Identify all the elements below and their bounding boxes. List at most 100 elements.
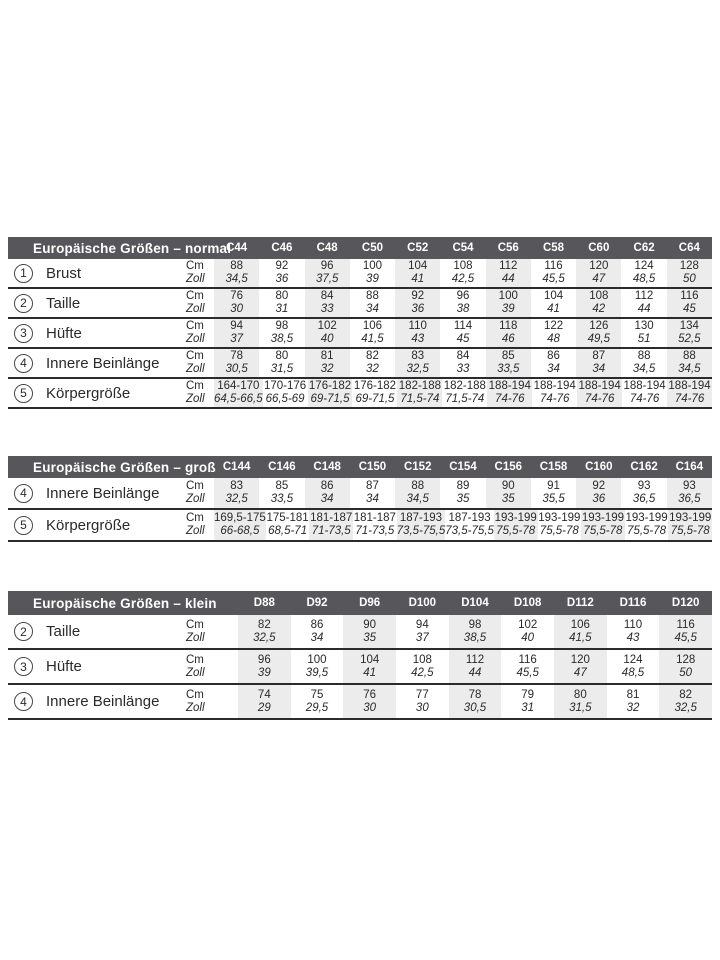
zoll-value: 75,5-78 <box>670 525 710 537</box>
cm-value: 116 <box>544 260 563 272</box>
cm-value: 182-188 <box>398 380 441 392</box>
zoll-value: 44 <box>637 303 651 315</box>
column-header: C144 <box>222 461 251 473</box>
zoll-value: 31 <box>275 303 289 315</box>
zoll-value: 43 <box>626 631 640 644</box>
zoll-value: 51 <box>637 333 651 345</box>
cm-value: 78 <box>468 688 482 701</box>
data-cell: 82 32 <box>350 349 395 377</box>
cm-value: 193-199 <box>669 512 712 524</box>
data-cell: 86 34 <box>531 349 576 377</box>
row-number-badge: 5 <box>14 515 33 535</box>
column-header: D96 <box>359 597 381 609</box>
zoll-value: 74-76 <box>674 393 705 405</box>
zoll-value: 46 <box>501 333 515 345</box>
data-cell: 193-199 75,5-78 <box>668 510 712 540</box>
data-cell: 83 32,5 <box>395 349 441 377</box>
zoll-value: 48 <box>547 333 560 345</box>
table-row: 1 Brust Cm Zoll 88 34,5 92 36 96 37,5 100 39 104 41 10… <box>8 259 712 289</box>
data-cell: 116 45,5 <box>531 259 576 287</box>
row-number-badge: 3 <box>14 657 33 676</box>
column-header: C58 <box>542 242 565 254</box>
column-header: D116 <box>619 597 647 609</box>
cm-value: 187-193 <box>399 512 443 524</box>
zoll-value: 30 <box>230 303 244 315</box>
zoll-value: 45,5 <box>674 631 697 644</box>
cm-value: 126 <box>589 320 609 332</box>
cm-value: 82 <box>679 688 693 701</box>
zoll-value: 73,5-75,5 <box>445 525 494 537</box>
zoll-value: 75,5-78 <box>627 525 667 537</box>
cm-value: 100 <box>498 290 518 302</box>
zoll-value: 74-76 <box>495 393 525 405</box>
cm-value: 88 <box>366 290 379 302</box>
zoll-value: 38 <box>456 303 470 315</box>
unit-labels-cell: Cm Zoll <box>186 650 238 683</box>
row-label-cell: 5 Körpergröße <box>8 379 186 407</box>
row-label-cell: 5 Körpergröße <box>8 510 186 540</box>
unit-labels-cell: Cm Zoll <box>186 379 214 407</box>
cm-value: 130 <box>634 320 654 332</box>
row-label: Innere Beinlänge <box>46 354 160 372</box>
data-cell: 108 42,5 <box>440 259 485 287</box>
row-label: Innere Beinlänge <box>46 693 160 710</box>
zoll-value: 66,5-69 <box>265 393 305 405</box>
cm-unit-label: Cm <box>186 512 204 524</box>
cm-value: 176-182 <box>308 380 352 392</box>
zoll-value: 50 <box>682 273 696 285</box>
zoll-value: 36 <box>275 273 289 285</box>
cm-value: 116 <box>676 618 695 631</box>
zoll-value: 45,5 <box>516 666 539 679</box>
cm-value: 108 <box>453 260 473 272</box>
cm-value: 81 <box>320 350 334 362</box>
data-cell: 112 44 <box>485 259 531 287</box>
data-cell: 120 47 <box>576 259 622 287</box>
unit-labels-cell: Cm Zoll <box>186 349 214 377</box>
zoll-value: 35 <box>363 631 377 644</box>
row-number-badge: 5 <box>14 383 33 403</box>
cm-unit-label: Cm <box>186 320 204 332</box>
zoll-value: 49,5 <box>587 333 610 345</box>
zoll-value: 41,5 <box>569 631 592 644</box>
data-cell: 188-194 74-76 <box>622 379 667 407</box>
data-cell: 96 39 <box>238 650 291 683</box>
zoll-value: 47 <box>592 273 606 285</box>
data-cell: 87 34 <box>576 349 622 377</box>
zoll-value: 43 <box>411 333 425 345</box>
table-title: Europäische Größen – klein <box>33 595 217 611</box>
cm-value: 188-194 <box>578 380 621 392</box>
zoll-value: 33,5 <box>497 363 520 375</box>
zoll-value: 34 <box>366 493 379 505</box>
cm-value: 108 <box>412 653 432 666</box>
data-cell: 112 44 <box>448 650 502 683</box>
cm-value: 96 <box>456 290 470 302</box>
zoll-value: 38,5 <box>463 631 487 644</box>
zoll-value: 45 <box>456 333 470 345</box>
cm-value: 102 <box>518 618 538 631</box>
cm-value: 100 <box>307 653 327 666</box>
zoll-value: 32 <box>366 363 379 375</box>
cm-value: 83 <box>411 350 425 362</box>
unit-labels-cell: Cm Zoll <box>186 289 214 317</box>
zoll-value: 33 <box>456 363 470 375</box>
unit-labels-cell: Cm Zoll <box>186 259 214 287</box>
data-cell: 108 42 <box>576 289 622 317</box>
data-cell: 188-194 74-76 <box>667 379 712 407</box>
zoll-value: 74-76 <box>539 393 570 405</box>
data-cell: 74 29 <box>238 685 291 718</box>
data-cell: 76 30 <box>343 685 396 718</box>
data-cell: 193-199 75,5-78 <box>625 510 669 540</box>
data-cell: 78 30,5 <box>214 349 260 377</box>
cm-value: 88 <box>637 350 651 362</box>
cm-value: 112 <box>499 260 518 272</box>
cm-value: 89 <box>456 480 470 492</box>
data-cell: 102 40 <box>304 319 350 347</box>
data-cell: 116 45 <box>666 289 712 317</box>
cm-value: 170-176 <box>263 380 307 392</box>
cm-value: 85 <box>275 480 289 492</box>
table-row: 3 Hüfte Cm Zoll 94 37 98 38,5 102 40 106 41,5 110 43 1… <box>8 319 712 349</box>
row-label: Taille <box>46 623 81 640</box>
zoll-value: 37 <box>230 333 244 345</box>
zoll-value: 45,5 <box>542 273 565 285</box>
data-cell: 188-194 74-76 <box>577 379 623 407</box>
